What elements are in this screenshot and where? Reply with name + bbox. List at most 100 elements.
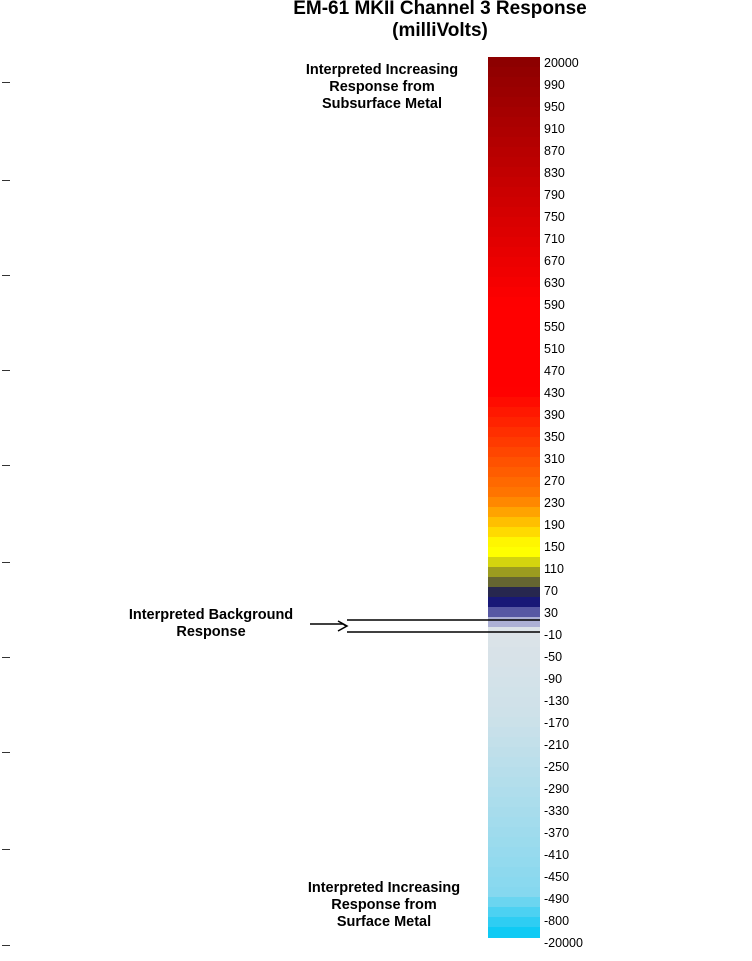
annotation-subsurface-metal: Interpreted Increasing Response from Sub… [282,62,482,113]
edge-tick [2,562,10,563]
annotation-surface-metal: Interpreted Increasing Response from Sur… [284,880,484,931]
color-band [488,557,540,568]
color-band [488,77,540,88]
color-band [488,807,540,818]
annotation-line: Interpreted Background [128,607,294,623]
scale-tick-label: -450 [544,870,570,884]
scale-tick-label: 270 [544,474,565,488]
color-band [488,637,540,648]
color-band [488,177,540,188]
color-band [488,477,540,488]
annotation-line: Response from [331,897,437,913]
color-band [488,377,540,388]
color-band [488,797,540,808]
scale-tick-label: 590 [544,298,565,312]
color-scale-labels: 20000 990 950 910 870 830 790 750 710 670 630 590 55… [544,56,624,950]
color-band [488,407,540,418]
color-band [488,307,540,318]
color-band [488,487,540,498]
scale-tick-label: -290 [544,782,570,796]
color-band [488,97,540,108]
color-band [488,257,540,268]
color-band [488,577,540,588]
color-band [488,247,540,258]
edge-tick [2,945,10,946]
scale-tick-label: -20000 [544,936,583,950]
color-band [488,777,540,788]
color-band [488,917,540,928]
scale-tick-label: 430 [544,386,565,400]
annotation-line: Subsurface Metal [321,96,443,112]
color-band [488,647,540,658]
color-band [488,447,540,458]
color-band [488,667,540,678]
edge-tick [2,657,10,658]
scale-tick-label: 230 [544,496,565,510]
scale-tick-label: 750 [544,210,565,224]
color-band [488,567,540,578]
scale-tick-label: 950 [544,100,565,114]
color-band [488,687,540,698]
color-band [488,57,540,68]
color-band [488,857,540,868]
scale-tick-label: 710 [544,232,565,246]
color-band [488,597,540,608]
color-band [488,607,540,618]
color-band [488,297,540,308]
scale-tick-label: 310 [544,452,565,466]
scale-tick-label: -370 [544,826,570,840]
edge-tick [2,849,10,850]
color-band [488,107,540,118]
color-band [488,417,540,428]
chart-title: EM-61 MKII Channel 3 Response (milliVolt… [290,0,590,42]
scale-tick-label: 390 [544,408,565,422]
scale-tick-label: -800 [544,914,570,928]
annotation-line: Response from [329,79,435,95]
color-band [488,387,540,398]
scale-tick-label: 550 [544,320,565,334]
color-band [488,327,540,338]
color-band [488,357,540,368]
scale-tick-label: 70 [544,584,558,598]
color-band [488,587,540,598]
color-band [488,457,540,468]
color-band [488,497,540,508]
color-band [488,187,540,198]
color-band [488,677,540,688]
scale-tick-label: -410 [544,848,570,862]
color-band [488,547,540,558]
color-band [488,267,540,278]
scale-tick-label: -490 [544,892,570,906]
color-band [488,467,540,478]
color-band [488,827,540,838]
color-band [488,87,540,98]
color-band [488,237,540,248]
color-band [488,617,540,628]
scale-tick-label: 20000 [544,56,579,70]
color-band [488,767,540,778]
color-band [488,367,540,378]
scale-tick-label: -330 [544,804,570,818]
color-band [488,897,540,908]
annotation-background-response: Interpreted Background Response [96,607,326,641]
color-band [488,337,540,348]
scale-tick-label: 990 [544,78,565,92]
color-scale-bar [488,57,540,938]
color-band [488,787,540,798]
scale-tick-label: 110 [544,562,564,576]
scale-tick-label: 150 [544,540,565,554]
color-band [488,877,540,888]
scale-tick-label: -10 [544,628,563,642]
color-band [488,217,540,228]
annotation-line: Interpreted Increasing [305,62,459,78]
color-band [488,287,540,298]
scale-tick-label: -170 [544,716,570,730]
color-band [488,927,540,938]
scale-tick-label: 510 [544,342,565,356]
color-band [488,437,540,448]
scale-tick-label: 630 [544,276,565,290]
color-band [488,527,540,538]
color-band [488,867,540,878]
annotation-line: Response [176,624,246,640]
scale-tick-label: 830 [544,166,565,180]
